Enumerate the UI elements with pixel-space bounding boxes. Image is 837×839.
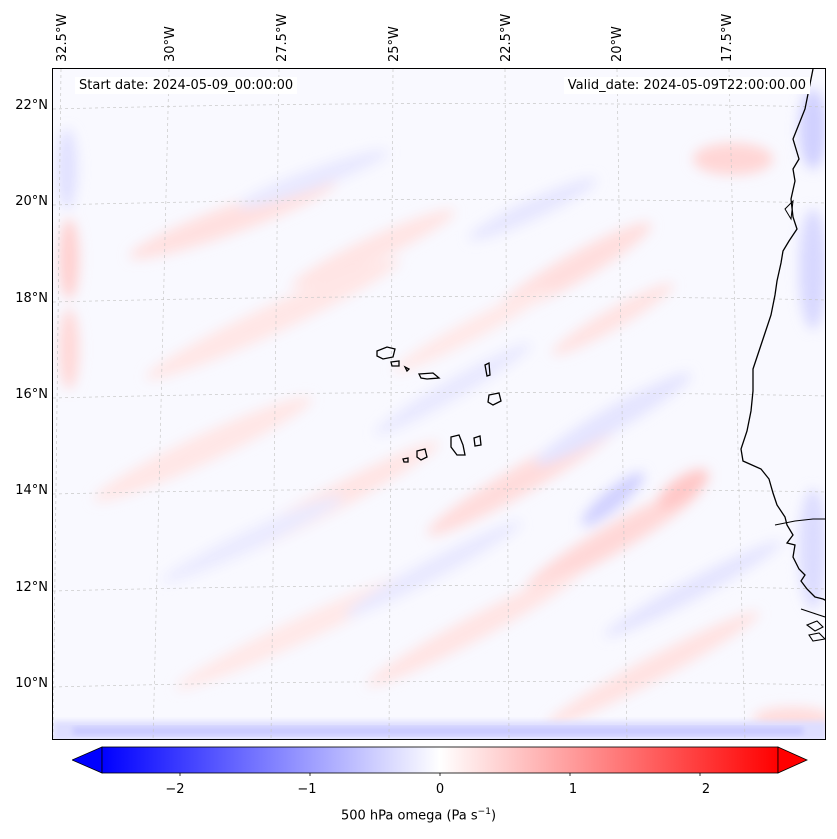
- lon-label-27.5w: 27.5°W: [275, 13, 290, 62]
- colorbar-tick-minus2: −2: [165, 782, 185, 797]
- island-fogo: [416, 448, 428, 461]
- island-santo-antao: [376, 346, 396, 360]
- island-maio: [473, 435, 482, 447]
- lat-label-14n: 14°N: [15, 483, 48, 498]
- lon-label-25w: 25°W: [387, 26, 402, 62]
- colorbar-tick-marks: [179, 773, 701, 776]
- colorbar-tick-1: 1: [568, 782, 578, 797]
- lon-label-17.5w: 17.5°W: [720, 13, 735, 62]
- lat-label-10n: 10°N: [15, 676, 48, 691]
- island-sal: [484, 361, 491, 377]
- gambia-river: [774, 518, 825, 526]
- lat-label-22n: 22°N: [15, 98, 48, 113]
- graticule: [53, 69, 825, 739]
- omega-field-patches: [57, 89, 825, 731]
- lon-label-30w: 30°W: [163, 26, 178, 62]
- colorbar-max-extend: [777, 746, 808, 774]
- colorbar-tick-0: 0: [435, 782, 445, 797]
- lat-label-16n: 16°N: [15, 387, 48, 402]
- valid-date-label: Valid_date: 2024-05-09T22:00:00.00: [563, 77, 810, 94]
- island-boa-vista: [487, 392, 502, 406]
- colorbar-tick-2: 2: [701, 782, 711, 797]
- omega-field-map: [53, 69, 825, 739]
- colorbar-label-close: ): [490, 808, 497, 824]
- africa-coastline: [740, 69, 825, 601]
- island-santa-luzia: [403, 365, 411, 373]
- colorbar-min-extend: [72, 746, 103, 774]
- lon-label-32.5w: 32.5°W: [55, 13, 70, 62]
- cape-verde-islands: [376, 346, 502, 463]
- lon-label-20w: 20°W: [610, 26, 625, 62]
- colorbar-gradient: [101, 746, 779, 774]
- colorbar-label-main: 500 hPa omega (Pa s: [340, 808, 478, 824]
- lon-label-22.5w: 22.5°W: [499, 13, 514, 62]
- island-brava: [402, 457, 409, 463]
- map-panel: [52, 68, 826, 740]
- colorbar-tick-minus1: −1: [297, 782, 317, 797]
- island-sao-nicolau: [417, 372, 441, 380]
- colorbar: [72, 746, 808, 776]
- start-date-label: Start date: 2024-05-09_00:00:00: [75, 77, 298, 94]
- bijagos-islands: [805, 620, 824, 632]
- lat-label-12n: 12°N: [15, 580, 48, 595]
- lat-label-18n: 18°N: [15, 291, 48, 306]
- island-sao-vicente: [390, 360, 400, 367]
- colorbar-label-exponent: −1: [477, 807, 491, 817]
- island-santiago: [450, 434, 466, 456]
- lat-label-20n: 20°N: [15, 194, 48, 209]
- colorbar-label: 500 hPa omega (Pa s−1): [0, 807, 837, 823]
